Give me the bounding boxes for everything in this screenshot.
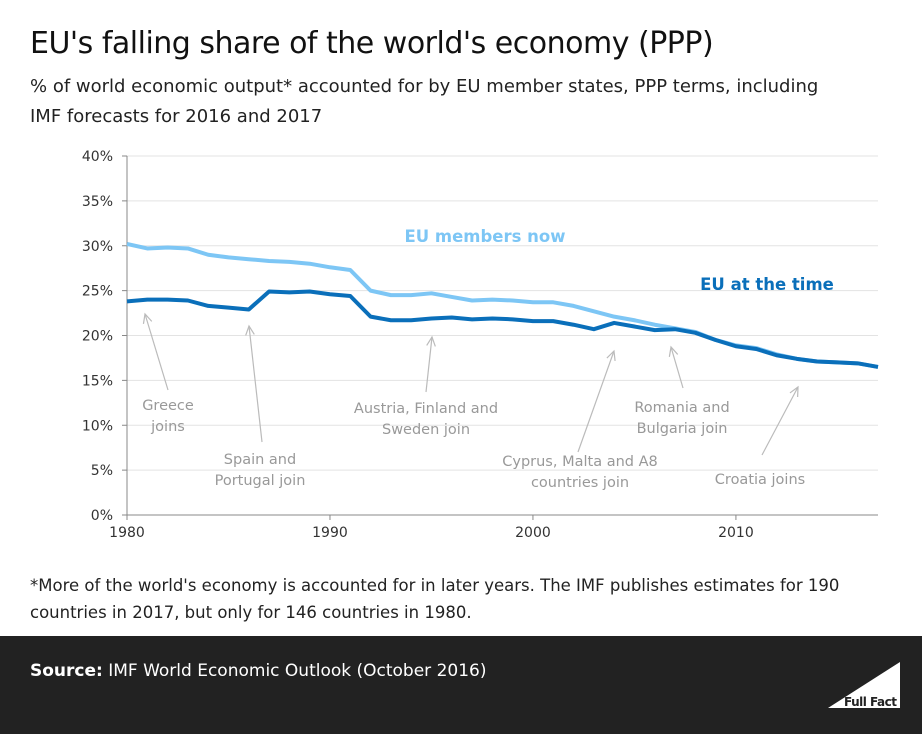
chart-subtitle: % of world economic output* accounted fo…	[30, 76, 819, 127]
series-line-eu-at-the-time	[126, 289, 879, 369]
y-tick-label: 30%	[82, 239, 113, 255]
annotation-arrowhead	[142, 312, 153, 324]
source-text: Source: IMF World Economic Outlook (Octo…	[30, 661, 486, 681]
y-tick-label: 25%	[82, 284, 113, 300]
y-tick-label: 15%	[82, 373, 113, 389]
annotation-arrow	[670, 346, 684, 389]
x-tick-label: 2000	[515, 525, 551, 541]
annotation-label: Cyprus, Malta and A8	[502, 454, 657, 470]
annotation-arrow	[577, 350, 615, 453]
line-chart: 0% 5% 10% 15% 20% 25% 30% 35% 40% 1980 1990 2000 201…	[82, 149, 879, 541]
y-tick-label: 0%	[91, 508, 113, 524]
y-tick-label: 20%	[82, 329, 113, 345]
annotation-label: Romania and	[634, 400, 729, 416]
annotation-arrowhead	[668, 345, 679, 357]
annotation-arrowhead	[426, 335, 436, 347]
annotation-label: joins	[150, 419, 185, 435]
chart-title: EU's falling share of the world's econom…	[30, 26, 714, 61]
annotation-label: Spain and	[224, 452, 296, 468]
annotation-arrowhead	[606, 349, 616, 362]
y-tick-label: 5%	[91, 463, 113, 479]
annotation-label: Greece	[142, 398, 194, 414]
series-line-eu-members-now	[126, 242, 879, 369]
footer: Source: IMF World Economic Outlook (Octo…	[0, 636, 922, 734]
full-fact-logo: Full Fact	[828, 662, 900, 709]
x-tick-label: 1990	[312, 525, 348, 541]
legend-label-eu-at-the-time: EU at the time	[700, 275, 834, 294]
x-tick-label: 2010	[718, 525, 754, 541]
source-value: IMF World Economic Outlook (October 2016…	[102, 661, 487, 681]
x-tick-label: 1980	[109, 525, 145, 541]
annotation-arrow	[761, 386, 799, 456]
annotation-arrow	[144, 313, 169, 391]
y-tick-label: 10%	[82, 418, 113, 434]
annotation-label: Portugal join	[215, 473, 306, 489]
annotation-arrowhead	[789, 385, 799, 398]
annotation-arrow	[425, 336, 433, 393]
annotation-label: Bulgaria join	[637, 421, 728, 437]
footnote: *More of the world's economy is accounte…	[30, 576, 840, 622]
legend-label-eu-members-now: EU members now	[404, 227, 565, 246]
svg-text:Full Fact: Full Fact	[844, 695, 897, 709]
y-tick-label: 35%	[82, 194, 113, 210]
source-label: Source:	[30, 661, 103, 681]
annotation-arrow	[248, 325, 263, 443]
annotation-arrowhead	[245, 324, 255, 336]
y-tick-label: 40%	[82, 149, 113, 165]
annotation-label: Sweden join	[382, 422, 470, 438]
annotation-label: Croatia joins	[715, 472, 805, 488]
annotation-label: countries join	[531, 475, 629, 491]
annotation-label: Austria, Finland and	[354, 401, 498, 417]
